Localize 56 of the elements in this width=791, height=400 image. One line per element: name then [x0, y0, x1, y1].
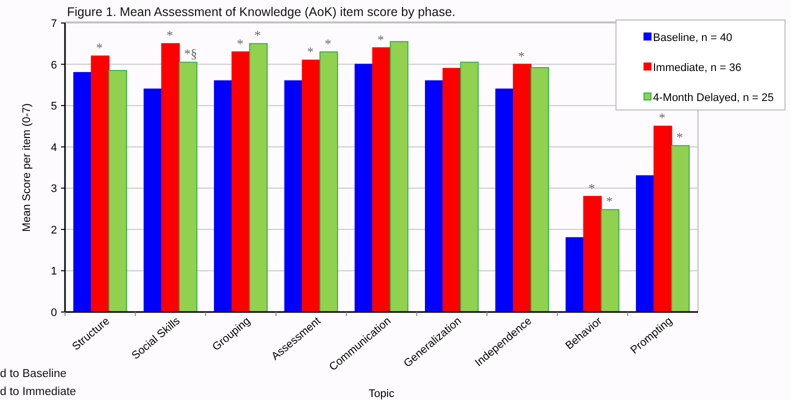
- bar: [566, 237, 584, 312]
- bar: [284, 80, 303, 312]
- bar: [530, 67, 550, 312]
- x-axis-title: Topic: [368, 388, 395, 400]
- y-tick-label: 4: [50, 142, 57, 154]
- annotation: *: [658, 110, 666, 126]
- bar: [654, 126, 672, 312]
- bar: [600, 209, 620, 312]
- y-tick-label: 1: [50, 266, 57, 278]
- bar: [354, 64, 374, 312]
- y-tick-label: 7: [50, 18, 57, 30]
- text: d to Immediate: [0, 386, 76, 398]
- y-tick-label: 3: [50, 183, 57, 196]
- y-tick-label: 0: [50, 307, 57, 319]
- bar: [232, 51, 250, 312]
- bar: [636, 175, 655, 312]
- bar: [442, 68, 462, 312]
- annotation: *: [254, 28, 261, 43]
- y-tick-label: 5: [50, 100, 57, 113]
- text: d to Baseline: [0, 368, 66, 380]
- bar: [144, 88, 162, 312]
- bar: [249, 43, 268, 312]
- bar: [302, 60, 320, 312]
- bar: [178, 62, 198, 312]
- bar: [424, 80, 444, 312]
- y-axis-title: Mean Score per item (0-7): [21, 103, 33, 232]
- annotation: *: [606, 194, 613, 209]
- bar: [319, 51, 338, 312]
- annotation: *: [588, 180, 595, 196]
- annotation: *: [307, 44, 314, 60]
- bar: [372, 47, 391, 312]
- annotation: *§: [184, 46, 198, 62]
- bar: [108, 70, 128, 312]
- legend-label: Baseline, n = 40: [653, 32, 732, 44]
- bar: [671, 145, 690, 312]
- bar: [460, 62, 479, 312]
- bar: [512, 64, 532, 312]
- legend-label: 4-Month Delayed, n = 25: [653, 92, 774, 104]
- y-tick-label: 6: [50, 59, 57, 72]
- bar: [161, 43, 180, 312]
- bar: [90, 56, 110, 312]
- annotation: *: [324, 36, 332, 51]
- annotation: *: [518, 48, 525, 64]
- chart-title: Figure 1. Mean Assessment of Knowledge (AoK) item score by phase.: [67, 5, 456, 19]
- annotation: *: [378, 32, 384, 47]
- bar: [73, 72, 92, 312]
- annotation: *: [236, 36, 244, 51]
- bar: [495, 88, 514, 312]
- annotation: *: [166, 28, 173, 43]
- y-tick-label: 2: [50, 224, 57, 236]
- bar: [214, 80, 233, 312]
- annotation: *: [676, 130, 683, 145]
- legend-label: Immediate, n = 36: [653, 62, 742, 74]
- bar: [390, 41, 408, 312]
- annotation: *: [96, 40, 103, 56]
- bar: [583, 196, 602, 312]
